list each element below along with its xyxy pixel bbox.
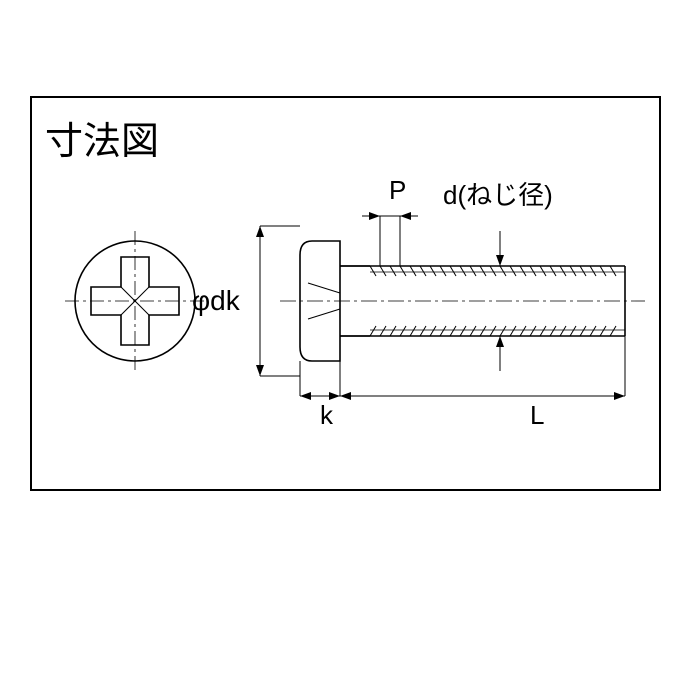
label-thread-dia: d(ねじ径) [443, 175, 553, 212]
dimension-diagram [30, 96, 661, 491]
label-head-dia: φdk [192, 285, 240, 317]
label-pitch: P [389, 175, 406, 206]
label-head-height: k [320, 400, 333, 431]
label-length: L [530, 400, 544, 431]
